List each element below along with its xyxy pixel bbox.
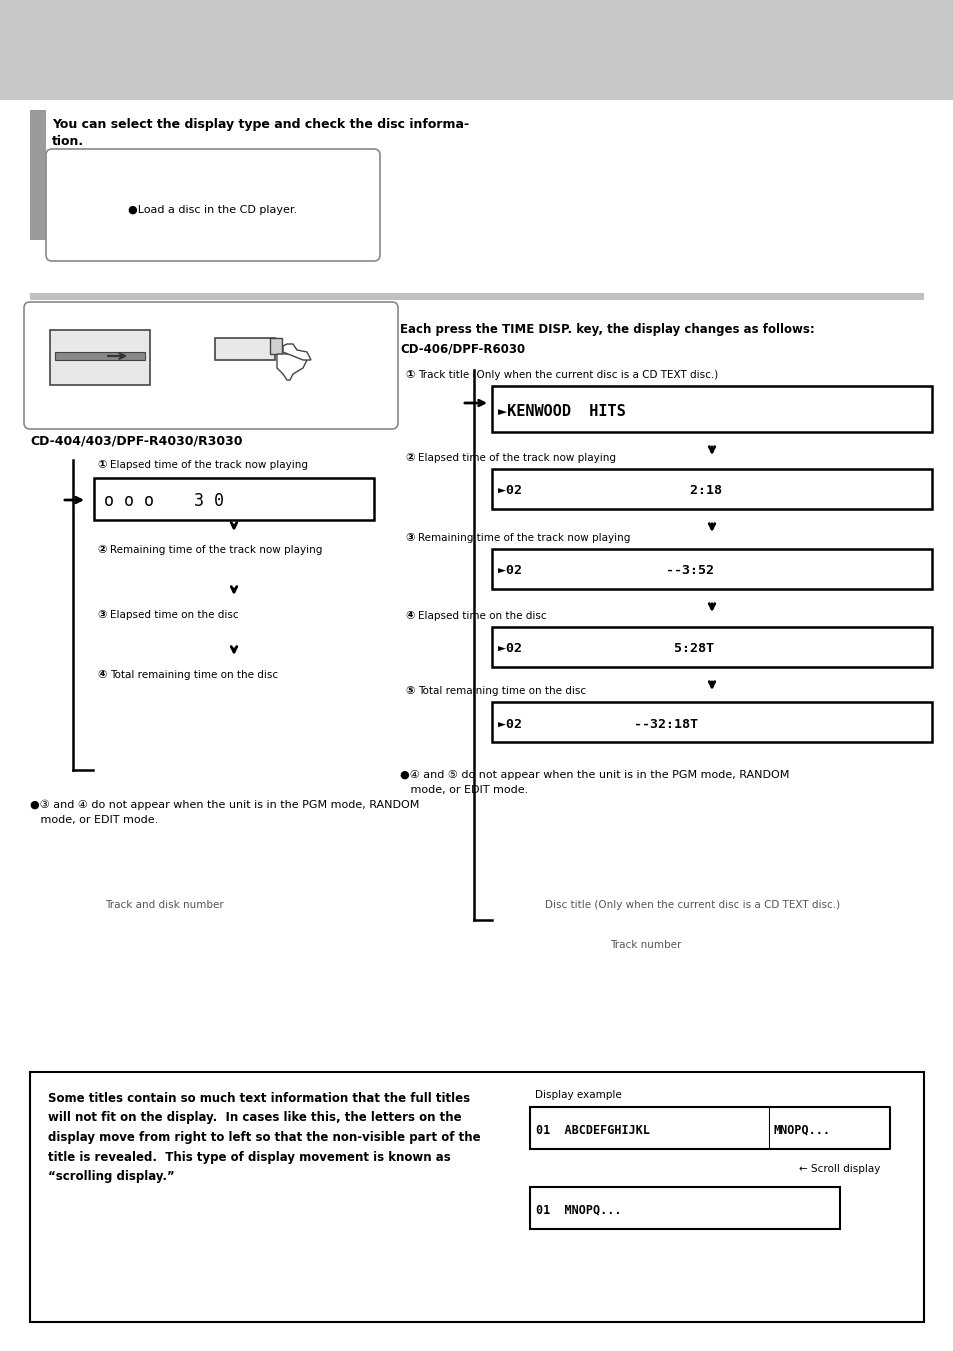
Bar: [94, 478, 374, 520]
Text: ④: ④: [97, 670, 107, 680]
Bar: [50, 330, 150, 385]
Text: Some titles contain so much text information that the full titles
will not fit o: Some titles contain so much text informa…: [48, 1092, 480, 1183]
Text: MNOPQ...: MNOPQ...: [773, 1124, 830, 1136]
Text: ●③ and ④ do not appear when the unit is in the PGM mode, RANDOM
   mode, or EDIT: ●③ and ④ do not appear when the unit is …: [30, 800, 419, 825]
Bar: [270, 338, 282, 354]
Text: 01  MNOPQ...: 01 MNOPQ...: [536, 1204, 620, 1216]
Text: ①: ①: [405, 370, 414, 380]
Text: o o o    3 0: o o o 3 0: [104, 492, 224, 509]
Text: Track number: Track number: [609, 940, 680, 950]
Text: 01  ABCDEFGHIJKL: 01 ABCDEFGHIJKL: [536, 1124, 649, 1136]
Text: Total remaining time on the disc: Total remaining time on the disc: [417, 686, 585, 696]
FancyBboxPatch shape: [46, 149, 379, 261]
Text: Track and disk number: Track and disk number: [105, 900, 224, 911]
Bar: [0, 0, 953, 100]
Text: ►KENWOOD  HITS: ►KENWOOD HITS: [497, 404, 625, 419]
Text: Remaining time of the track now playing: Remaining time of the track now playing: [417, 534, 630, 543]
Text: ►02                  --3:52: ►02 --3:52: [497, 565, 713, 577]
Polygon shape: [283, 345, 311, 359]
Text: Disc title (Only when the current disc is a CD TEXT disc.): Disc title (Only when the current disc i…: [544, 900, 840, 911]
Text: Track title (Only when the current disc is a CD TEXT disc.): Track title (Only when the current disc …: [417, 370, 718, 380]
Text: Display example: Display example: [535, 1090, 621, 1100]
Bar: [30, 109, 46, 240]
Bar: [30, 293, 923, 300]
Text: Elapsed time on the disc: Elapsed time on the disc: [417, 611, 546, 621]
Bar: [492, 627, 931, 667]
Text: Total remaining time on the disc: Total remaining time on the disc: [110, 670, 278, 680]
Bar: [55, 353, 145, 359]
Text: Elapsed time on the disc: Elapsed time on the disc: [110, 611, 238, 620]
Text: ►02                   5:28T: ►02 5:28T: [497, 643, 713, 655]
Bar: [492, 549, 931, 589]
Text: ④: ④: [405, 611, 414, 621]
Text: ①: ①: [97, 459, 107, 470]
Text: CD-406/DPF-R6030: CD-406/DPF-R6030: [399, 342, 524, 355]
Text: Each press the TIME DISP. key, the display changes as follows:: Each press the TIME DISP. key, the displ…: [399, 323, 814, 336]
Text: You can select the display type and check the disc informa-: You can select the display type and chec…: [52, 118, 469, 131]
Bar: [530, 1188, 840, 1229]
Bar: [492, 386, 931, 432]
Polygon shape: [276, 354, 307, 380]
Text: ②: ②: [97, 544, 107, 555]
Bar: [769, 1106, 889, 1148]
Text: ►02                     2:18: ►02 2:18: [497, 485, 721, 497]
Text: ●Load a disc in the CD player.: ●Load a disc in the CD player.: [129, 205, 297, 215]
Text: ⑤: ⑤: [405, 686, 414, 696]
Bar: [214, 338, 274, 359]
Text: ●④ and ⑤ do not appear when the unit is in the PGM mode, RANDOM
   mode, or EDIT: ●④ and ⑤ do not appear when the unit is …: [399, 770, 788, 794]
Text: ③: ③: [97, 611, 107, 620]
Text: ②: ②: [405, 453, 414, 463]
FancyBboxPatch shape: [24, 303, 397, 430]
Text: Remaining time of the track now playing: Remaining time of the track now playing: [110, 544, 322, 555]
Text: CD-404/403/DPF-R4030/R3030: CD-404/403/DPF-R4030/R3030: [30, 435, 242, 449]
Text: Elapsed time of the track now playing: Elapsed time of the track now playing: [417, 453, 616, 463]
Text: ►02              --32:18T: ►02 --32:18T: [497, 717, 698, 731]
Text: ← Scroll display: ← Scroll display: [798, 1165, 879, 1174]
Bar: [492, 703, 931, 742]
Bar: [492, 469, 931, 509]
Text: tion.: tion.: [52, 135, 84, 149]
Text: Elapsed time of the track now playing: Elapsed time of the track now playing: [110, 459, 308, 470]
Bar: [30, 1071, 923, 1323]
Bar: [530, 1106, 769, 1148]
Text: ③: ③: [405, 534, 414, 543]
